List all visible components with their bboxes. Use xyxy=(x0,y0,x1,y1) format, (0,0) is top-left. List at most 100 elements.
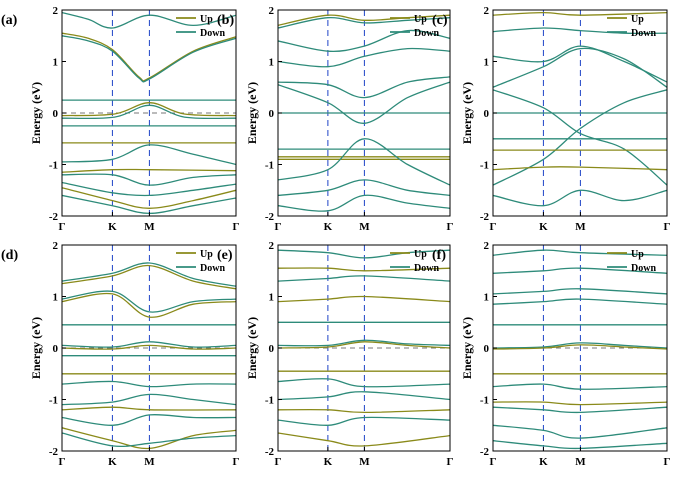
band-down-14 xyxy=(62,432,236,448)
y-tick-label: 0 xyxy=(269,343,275,355)
band-down-1 xyxy=(62,35,236,83)
y-axis-label: Energy (eV) xyxy=(245,317,259,379)
legend: Up Down xyxy=(176,14,225,39)
y-axis-label: Energy (eV) xyxy=(29,317,43,379)
band-down-0 xyxy=(493,27,667,35)
y-tick-label: 2 xyxy=(484,5,490,17)
band-up-3 xyxy=(62,292,236,318)
band-down-12 xyxy=(62,414,236,426)
band-down-5 xyxy=(493,342,667,349)
band-down-11 xyxy=(493,424,667,439)
band-down-2 xyxy=(278,29,450,53)
panel-1: -2 -1 0 1 2 Γ K M Γ Energy (eV) (b) Up Down xyxy=(217,5,454,233)
y-tick-label: 0 xyxy=(269,108,275,120)
y-tick-label: -1 xyxy=(265,160,274,172)
band-up-5 xyxy=(278,341,450,349)
band-down-10 xyxy=(62,393,236,406)
panel-2: -2 -1 0 1 2 Γ K M Γ Energy (eV) (c) Up Down xyxy=(432,5,671,233)
band-down-11 xyxy=(62,181,236,197)
panel-label: (c) xyxy=(432,13,448,28)
legend: Up Down xyxy=(607,14,656,39)
band-down-10 xyxy=(62,173,236,186)
band-down-5 xyxy=(278,76,450,99)
k-tick-label: K xyxy=(108,221,117,233)
k-tick-label: Γ xyxy=(664,221,671,233)
y-tick-label: -2 xyxy=(480,446,490,458)
band-down-12 xyxy=(278,194,450,212)
band-down-4 xyxy=(278,81,450,124)
panel-label: (b) xyxy=(217,13,234,28)
k-tick-label: K xyxy=(324,221,333,233)
band-up-1 xyxy=(62,264,236,290)
legend-label-up: Up xyxy=(631,249,644,260)
band-down-5 xyxy=(62,104,236,120)
band-up-9 xyxy=(62,168,236,173)
band-down-3 xyxy=(493,298,667,305)
band-down-9 xyxy=(278,391,450,401)
y-tick-label: 1 xyxy=(53,292,59,304)
band-up-9 xyxy=(493,401,667,406)
band-up-10 xyxy=(278,408,450,414)
y-tick-label: -2 xyxy=(49,446,59,458)
y-tick-label: 2 xyxy=(269,240,275,252)
legend-label-up: Up xyxy=(631,14,644,25)
k-tick-label: Γ xyxy=(490,221,497,233)
band-up-1 xyxy=(493,11,667,16)
band-down-2 xyxy=(62,290,236,313)
y-tick-label: -1 xyxy=(49,395,58,407)
band-down-12 xyxy=(493,440,667,450)
band-down-0 xyxy=(278,17,450,29)
y-tick-label: -2 xyxy=(265,211,275,223)
band-down-0 xyxy=(493,249,667,256)
band-down-3 xyxy=(278,47,450,68)
y-tick-label: -1 xyxy=(480,160,489,172)
k-tick-label: K xyxy=(108,456,117,468)
k-tick-label: M xyxy=(144,221,155,233)
panel-label: (a) xyxy=(1,13,18,28)
band-up-4 xyxy=(62,102,236,117)
y-tick-label: 0 xyxy=(53,343,59,355)
band-down-9 xyxy=(62,380,236,388)
band-down-2 xyxy=(493,288,667,295)
band-up-5 xyxy=(62,344,236,350)
k-tick-label: Γ xyxy=(447,221,454,233)
panel-label: (f) xyxy=(432,248,446,263)
y-tick-label: -2 xyxy=(49,211,59,223)
y-tick-label: 2 xyxy=(53,240,59,252)
legend-label-up: Up xyxy=(200,14,213,25)
legend-label-down: Down xyxy=(414,263,439,274)
band-up-1 xyxy=(278,14,450,27)
y-tick-label: 2 xyxy=(484,240,490,252)
band-up-12 xyxy=(62,187,236,209)
legend: Up Down xyxy=(390,249,439,274)
k-tick-label: M xyxy=(575,456,586,468)
band-down-1 xyxy=(493,267,667,274)
panel-5: -2 -1 0 1 2 Γ K M Γ Energy (eV) (f) Up Down xyxy=(432,240,671,468)
k-tick-label: Γ xyxy=(59,221,66,233)
k-tick-label: Γ xyxy=(664,456,671,468)
y-tick-label: 1 xyxy=(269,57,275,69)
band-down-3 xyxy=(493,47,667,88)
legend-label-up: Up xyxy=(414,14,427,25)
band-down-0 xyxy=(278,249,450,259)
band-down-11 xyxy=(278,179,450,197)
band-down-8 xyxy=(493,383,667,390)
band-up-12 xyxy=(278,432,450,447)
band-down-2 xyxy=(278,275,450,282)
k-tick-label: K xyxy=(539,221,548,233)
band-up-3 xyxy=(278,295,450,303)
k-tick-label: M xyxy=(575,221,586,233)
y-tick-label: -1 xyxy=(265,395,274,407)
y-axis-label: Energy (eV) xyxy=(460,82,474,144)
band-down-2 xyxy=(493,45,667,83)
band-up-1 xyxy=(278,267,450,272)
k-tick-label: Γ xyxy=(233,221,240,233)
band-down-4 xyxy=(493,89,667,186)
y-tick-label: 0 xyxy=(484,108,490,120)
k-tick-label: Γ xyxy=(275,456,282,468)
band-down-10 xyxy=(493,406,667,414)
y-axis-label: Energy (eV) xyxy=(29,82,43,144)
k-tick-label: M xyxy=(144,456,155,468)
band-down-6 xyxy=(278,339,450,347)
